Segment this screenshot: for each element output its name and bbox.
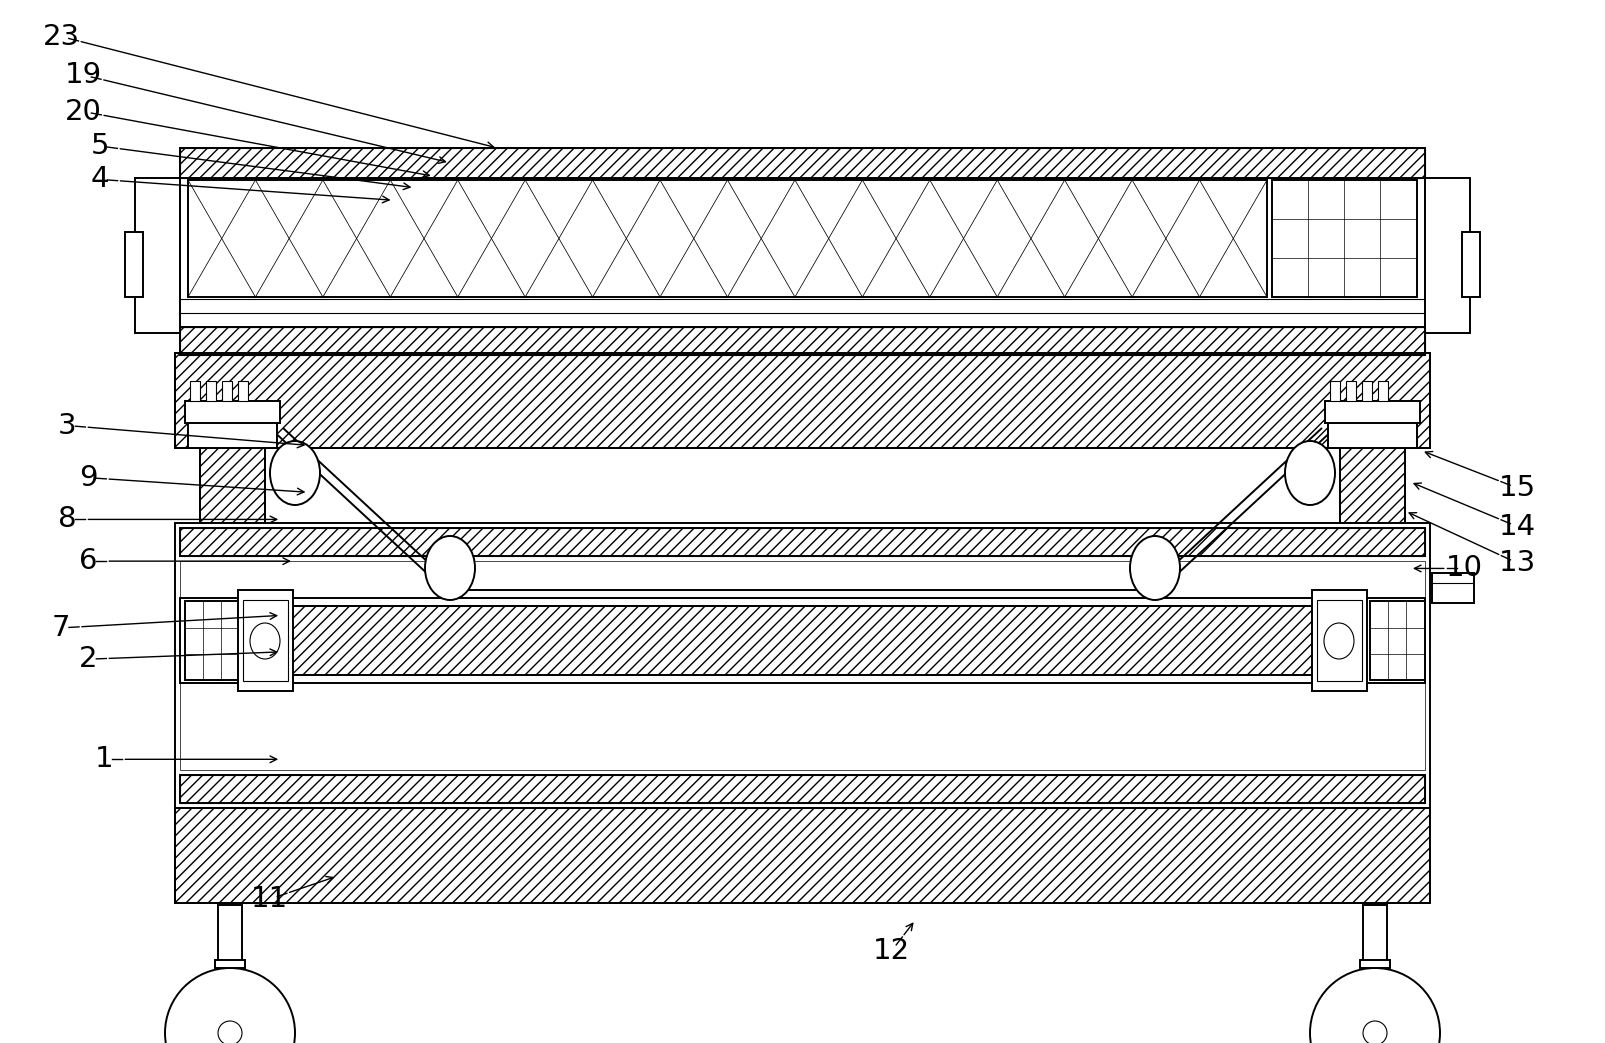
Bar — [1271, 180, 1416, 297]
Bar — [250, 606, 1355, 675]
Text: 20: 20 — [66, 98, 101, 125]
Bar — [175, 523, 1428, 808]
Bar — [175, 808, 1428, 903]
Text: 4: 4 — [90, 166, 109, 193]
Bar — [180, 561, 1424, 770]
Bar — [135, 178, 180, 333]
Text: 13: 13 — [1497, 550, 1536, 577]
Bar — [250, 606, 1355, 675]
Ellipse shape — [270, 441, 319, 505]
Text: 6: 6 — [79, 548, 98, 575]
Text: 23: 23 — [42, 23, 80, 50]
Bar — [185, 601, 239, 680]
Bar — [205, 381, 215, 401]
Bar — [1369, 601, 1424, 680]
Bar — [175, 353, 1428, 448]
Bar — [180, 528, 1424, 556]
Bar — [180, 328, 1424, 355]
Bar — [180, 148, 1424, 178]
Bar — [185, 401, 279, 423]
Bar — [238, 590, 292, 692]
Circle shape — [1363, 1021, 1387, 1043]
Bar — [180, 775, 1424, 803]
Circle shape — [218, 1021, 242, 1043]
Bar — [189, 381, 201, 401]
Bar — [215, 960, 246, 968]
Bar — [1329, 381, 1339, 401]
Text: 5: 5 — [90, 132, 109, 160]
Ellipse shape — [1130, 536, 1180, 600]
Text: 10: 10 — [1444, 555, 1483, 582]
Bar — [180, 148, 1424, 178]
Bar — [1327, 418, 1416, 448]
Bar — [1432, 573, 1473, 603]
Text: 19: 19 — [64, 62, 103, 89]
Text: 9: 9 — [79, 464, 98, 491]
Bar — [1324, 401, 1419, 423]
Bar — [1359, 960, 1390, 968]
Bar — [1363, 905, 1387, 965]
Text: 11: 11 — [250, 886, 289, 913]
Bar — [1377, 381, 1387, 401]
Bar — [125, 232, 143, 297]
Ellipse shape — [1284, 441, 1334, 505]
Ellipse shape — [425, 536, 475, 600]
Ellipse shape — [250, 623, 279, 659]
Bar — [1345, 381, 1355, 401]
Bar — [201, 443, 265, 523]
Bar — [1424, 178, 1469, 333]
Bar — [180, 148, 1424, 355]
Bar — [180, 328, 1424, 355]
Text: 3: 3 — [58, 412, 77, 439]
Bar — [188, 180, 1266, 297]
Bar — [1316, 600, 1361, 681]
Bar — [175, 808, 1428, 903]
Bar — [180, 775, 1424, 803]
Bar — [1461, 232, 1480, 297]
Bar — [1361, 381, 1371, 401]
Text: 2: 2 — [79, 646, 98, 673]
Circle shape — [165, 968, 295, 1043]
Bar — [201, 443, 265, 523]
Bar — [242, 600, 287, 681]
Text: 15: 15 — [1497, 475, 1536, 502]
Text: 7: 7 — [51, 614, 71, 641]
Ellipse shape — [1323, 623, 1353, 659]
Text: 8: 8 — [58, 506, 77, 533]
Text: 12: 12 — [872, 938, 910, 965]
Bar — [1339, 443, 1404, 523]
Text: 1: 1 — [95, 746, 114, 773]
Bar — [180, 528, 1424, 556]
Bar — [1339, 443, 1404, 523]
Bar — [218, 905, 242, 965]
Bar — [175, 353, 1428, 448]
Bar — [180, 598, 1424, 683]
Bar — [238, 381, 247, 401]
Bar — [221, 381, 231, 401]
Text: 14: 14 — [1497, 513, 1536, 540]
Bar — [1311, 590, 1366, 692]
Circle shape — [1310, 968, 1440, 1043]
Bar — [188, 418, 276, 448]
